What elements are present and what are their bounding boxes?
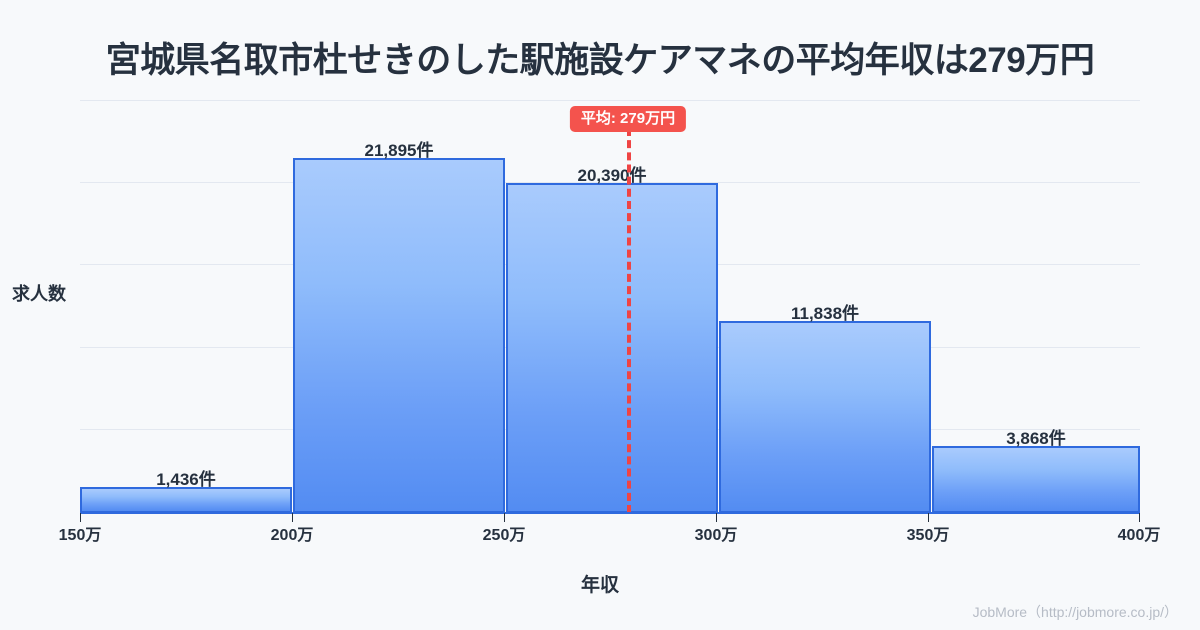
- bar-0[interactable]: [80, 487, 292, 513]
- bar-2[interactable]: [506, 183, 718, 513]
- bar-4[interactable]: [932, 446, 1140, 513]
- x-tick-label-1: 200万: [270, 527, 314, 544]
- gridline: [80, 100, 1140, 101]
- average-badge: 平均: 279万円: [569, 106, 687, 132]
- bar-1[interactable]: [293, 158, 505, 513]
- y-axis-label: 求人数: [12, 284, 66, 304]
- bar-value-label-0: 1,436件: [156, 470, 216, 489]
- x-tick-label-3: 300万: [694, 527, 738, 544]
- chart-title: 宮城県名取市杜せきのした駅施設ケアマネの平均年収は279万円: [105, 41, 1095, 80]
- x-tick-label-4: 350万: [906, 527, 950, 544]
- x-tick-mark: [292, 513, 293, 522]
- x-tick-label-5: 400万: [1117, 527, 1161, 544]
- bar-value-label-3: 11,838件: [790, 304, 860, 323]
- bar-3[interactable]: [719, 321, 931, 513]
- x-tick-mark: [80, 513, 81, 522]
- x-tick-mark: [928, 513, 929, 522]
- x-tick-mark: [504, 513, 505, 522]
- x-axis-label: 年収: [580, 575, 619, 596]
- bar-value-label-2: 20,390件: [577, 166, 647, 185]
- x-tick-label-2: 250万: [482, 527, 526, 544]
- gridline: [80, 182, 1140, 183]
- x-tick-mark: [1139, 513, 1140, 522]
- x-tick-label-0: 150万: [58, 527, 102, 544]
- bar-value-label-4: 3,868件: [1006, 429, 1066, 448]
- x-axis-line: [80, 512, 1140, 514]
- average-line: [627, 128, 631, 513]
- bar-value-label-1: 21,895件: [364, 141, 434, 160]
- watermark: JobMore（http://jobmore.co.jp/）: [972, 604, 1178, 620]
- x-tick-mark: [716, 513, 717, 522]
